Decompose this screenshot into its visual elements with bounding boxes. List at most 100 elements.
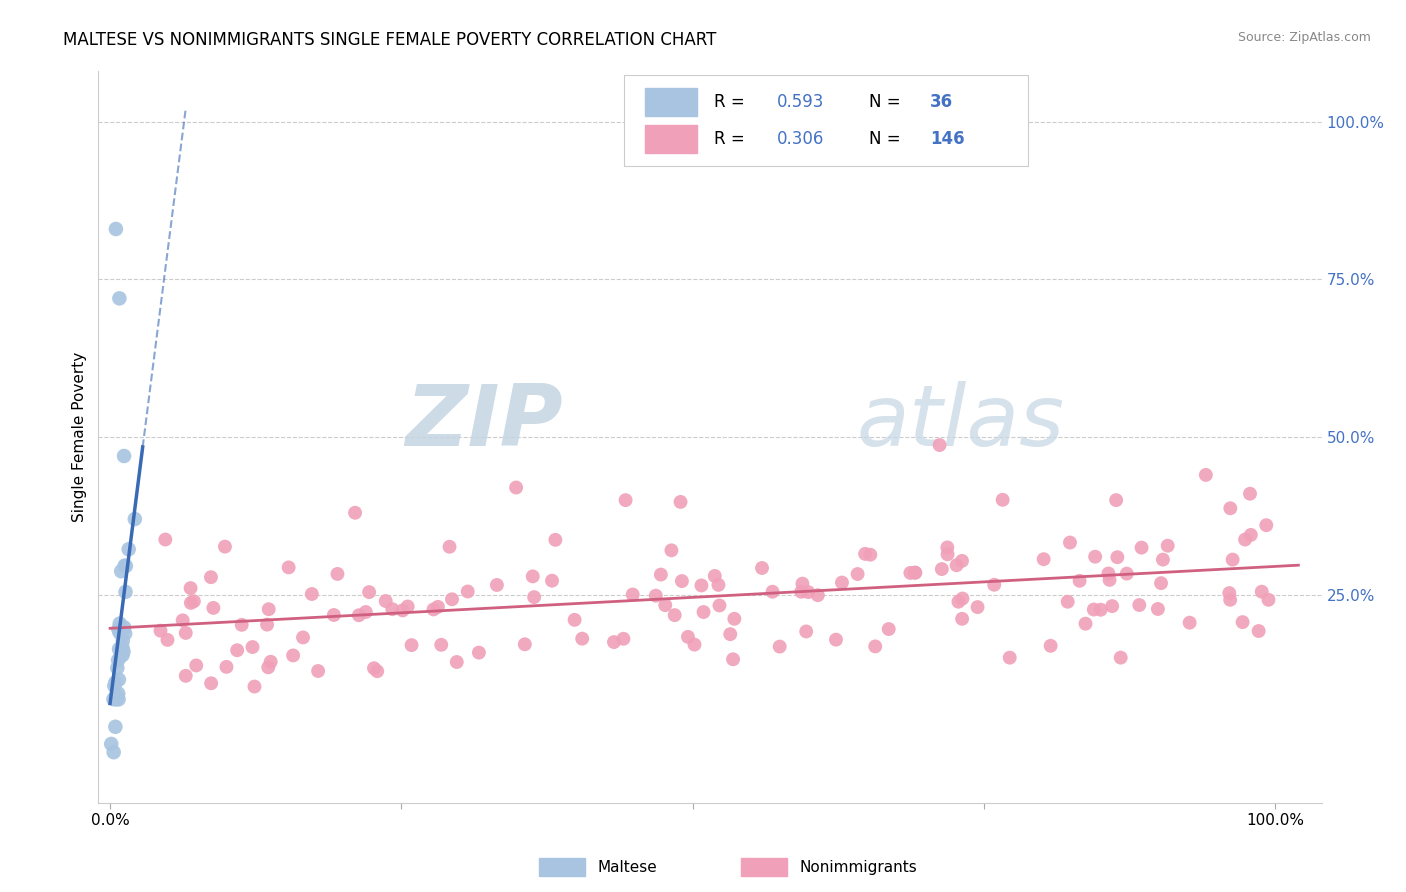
Point — [396, 599, 419, 614]
Point — [654, 598, 676, 612]
Point — [174, 669, 197, 683]
Point — [260, 655, 283, 669]
Point — [614, 493, 637, 508]
Point — [430, 638, 453, 652]
Point — [366, 664, 388, 678]
Point — [650, 567, 672, 582]
Point — [440, 592, 463, 607]
Text: R =: R = — [714, 94, 749, 112]
Point — [107, 686, 129, 700]
Text: 36: 36 — [931, 94, 953, 112]
Point — [1218, 586, 1240, 600]
Point — [104, 691, 127, 706]
Point — [202, 601, 225, 615]
Point — [439, 540, 461, 554]
Point — [1090, 603, 1112, 617]
Point — [877, 622, 900, 636]
Point — [612, 632, 634, 646]
Point — [564, 613, 586, 627]
Point — [231, 617, 253, 632]
Point — [1240, 528, 1263, 542]
Point — [825, 632, 848, 647]
Point — [1130, 541, 1153, 555]
Point — [359, 585, 381, 599]
Text: 0.593: 0.593 — [778, 94, 825, 112]
Point — [257, 602, 280, 616]
Point — [794, 624, 817, 639]
Text: Nonimmigrants: Nonimmigrants — [800, 860, 917, 875]
Point — [103, 745, 125, 759]
Point — [1232, 615, 1254, 629]
Point — [865, 640, 887, 654]
Point — [103, 692, 125, 706]
Point — [991, 492, 1014, 507]
Point — [945, 558, 967, 573]
Point — [111, 633, 134, 648]
Point — [692, 605, 714, 619]
Point — [751, 561, 773, 575]
Point — [948, 595, 970, 609]
Point — [105, 661, 128, 675]
Point — [1234, 533, 1257, 547]
Point — [112, 449, 135, 463]
Point — [186, 658, 208, 673]
Bar — [645, 88, 696, 116]
Text: ZIP: ZIP — [405, 381, 564, 464]
Point — [108, 616, 131, 631]
Point — [104, 675, 127, 690]
Point — [1107, 550, 1129, 565]
Point — [107, 692, 129, 706]
Point — [391, 603, 413, 617]
Point — [723, 612, 745, 626]
Point — [374, 594, 396, 608]
Point — [108, 673, 131, 687]
Point — [111, 640, 134, 655]
Point — [790, 584, 813, 599]
Point — [322, 607, 344, 622]
Text: N =: N = — [869, 94, 905, 112]
Point — [105, 692, 128, 706]
Point — [846, 567, 869, 582]
Point — [950, 554, 973, 568]
Point — [807, 588, 830, 602]
Point — [1032, 552, 1054, 566]
Point — [1105, 493, 1128, 508]
Point — [950, 612, 973, 626]
Point — [1069, 574, 1091, 588]
Point — [761, 584, 783, 599]
Point — [180, 596, 202, 610]
Point — [242, 640, 264, 654]
Point — [1157, 539, 1180, 553]
Point — [661, 543, 683, 558]
Point — [243, 680, 266, 694]
Point — [114, 585, 136, 599]
Point — [108, 625, 131, 640]
Point — [401, 638, 423, 652]
Point — [363, 661, 385, 675]
Point — [983, 578, 1005, 592]
Point — [1247, 624, 1270, 638]
Point — [928, 438, 950, 452]
Point — [859, 548, 882, 562]
Point — [215, 660, 238, 674]
Point — [426, 599, 449, 614]
Point — [1219, 592, 1241, 607]
Point — [226, 643, 249, 657]
Point — [301, 587, 323, 601]
Point — [446, 655, 468, 669]
Point — [541, 574, 564, 588]
Point — [936, 541, 959, 555]
Point — [457, 584, 479, 599]
Point — [669, 495, 692, 509]
Point — [900, 566, 922, 580]
Point — [183, 594, 205, 608]
Point — [107, 653, 129, 667]
Point — [156, 632, 179, 647]
Point — [114, 626, 136, 640]
Point — [853, 547, 876, 561]
Point — [110, 564, 132, 578]
Point — [505, 481, 527, 495]
Point — [1195, 467, 1218, 482]
Point — [108, 291, 131, 305]
Point — [1239, 486, 1261, 500]
